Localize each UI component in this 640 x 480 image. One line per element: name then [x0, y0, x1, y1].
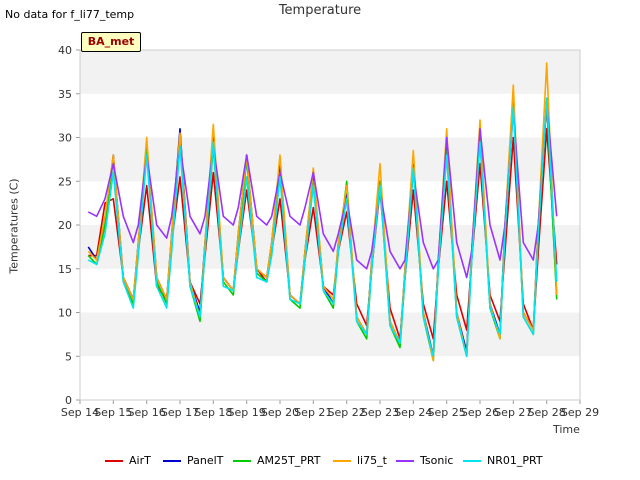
y-tick-label: 20 [58, 219, 72, 232]
x-tick-label: Sep 21 [294, 406, 332, 419]
chart-title: Temperature [278, 3, 362, 18]
x-tick-label: Sep 16 [128, 406, 166, 419]
no-data-note: No data for f_li77_temp [5, 8, 135, 21]
legend-label: PanelT [187, 454, 224, 467]
plot-frame [79, 49, 581, 401]
x-tick-label: Sep 22 [328, 406, 366, 419]
legend-item-airt: AirT [105, 452, 151, 470]
legend-swatch [396, 460, 414, 462]
x-tick-label: Sep 26 [461, 406, 499, 419]
y-tick-label: 10 [58, 307, 72, 320]
legend: AirT PanelT AM25T_PRT li75_t Tsonic NR01_PRT [0, 452, 640, 470]
grid-band [80, 137, 580, 182]
legend-item-am25t-prt: AM25T_PRT [233, 452, 320, 470]
series-line-nr01-prt [87, 97, 558, 358]
legend-swatch [233, 460, 251, 462]
legend-label: li75_t [357, 454, 387, 467]
y-tick-label: 25 [58, 175, 72, 188]
x-tick-label: Sep 15 [94, 406, 132, 419]
y-tick-label: 15 [58, 263, 72, 276]
x-tick-label: Sep 29 [561, 406, 599, 419]
x-tick-label: Sep 25 [428, 406, 466, 419]
legend-item-panelt: PanelT [163, 452, 223, 470]
legend-label: Tsonic [420, 454, 454, 467]
background-bands [80, 50, 580, 357]
x-axis-label: Time [553, 423, 580, 436]
x-tick-label: Sep 20 [261, 406, 299, 419]
grid-band [80, 50, 580, 94]
y-axis-label: Temperatures (C) [7, 178, 21, 274]
legend-swatch [463, 460, 481, 462]
y-axis-ticks: 0 5 10 15 20 25 30 35 40 [58, 44, 80, 407]
y-tick-label: 35 [58, 88, 72, 101]
x-tick-label: Sep 18 [194, 406, 232, 419]
legend-label: NR01_PRT [487, 454, 543, 467]
x-tick-label: Sep 14 [61, 406, 99, 419]
x-tick-label: Sep 19 [228, 406, 266, 419]
y-tick-label: 5 [65, 350, 72, 363]
y-tick-label: 30 [58, 132, 72, 145]
legend-swatch [333, 460, 351, 462]
legend-swatch [163, 460, 181, 462]
x-tick-label: Sep 27 [494, 406, 532, 419]
x-tick-label: Sep 23 [361, 406, 399, 419]
x-tick-label: Sep 24 [394, 406, 432, 419]
x-tick-label: Sep 28 [528, 406, 566, 419]
series-line-tsonic [87, 101, 558, 279]
legend-label: AM25T_PRT [257, 454, 321, 467]
series-lines [87, 62, 558, 362]
legend-item-tsonic: Tsonic [396, 452, 453, 470]
station-badge: BA_met [81, 32, 141, 52]
y-tick-label: 0 [65, 394, 72, 407]
legend-label: AirT [129, 454, 151, 467]
x-tick-label: Sep 17 [161, 406, 199, 419]
legend-swatch [105, 460, 123, 462]
legend-item-nr01-prt: NR01_PRT [463, 452, 543, 470]
grid-band [80, 312, 580, 357]
y-tick-label: 40 [58, 44, 72, 57]
legend-item-li75-t: li75_t [333, 452, 387, 470]
